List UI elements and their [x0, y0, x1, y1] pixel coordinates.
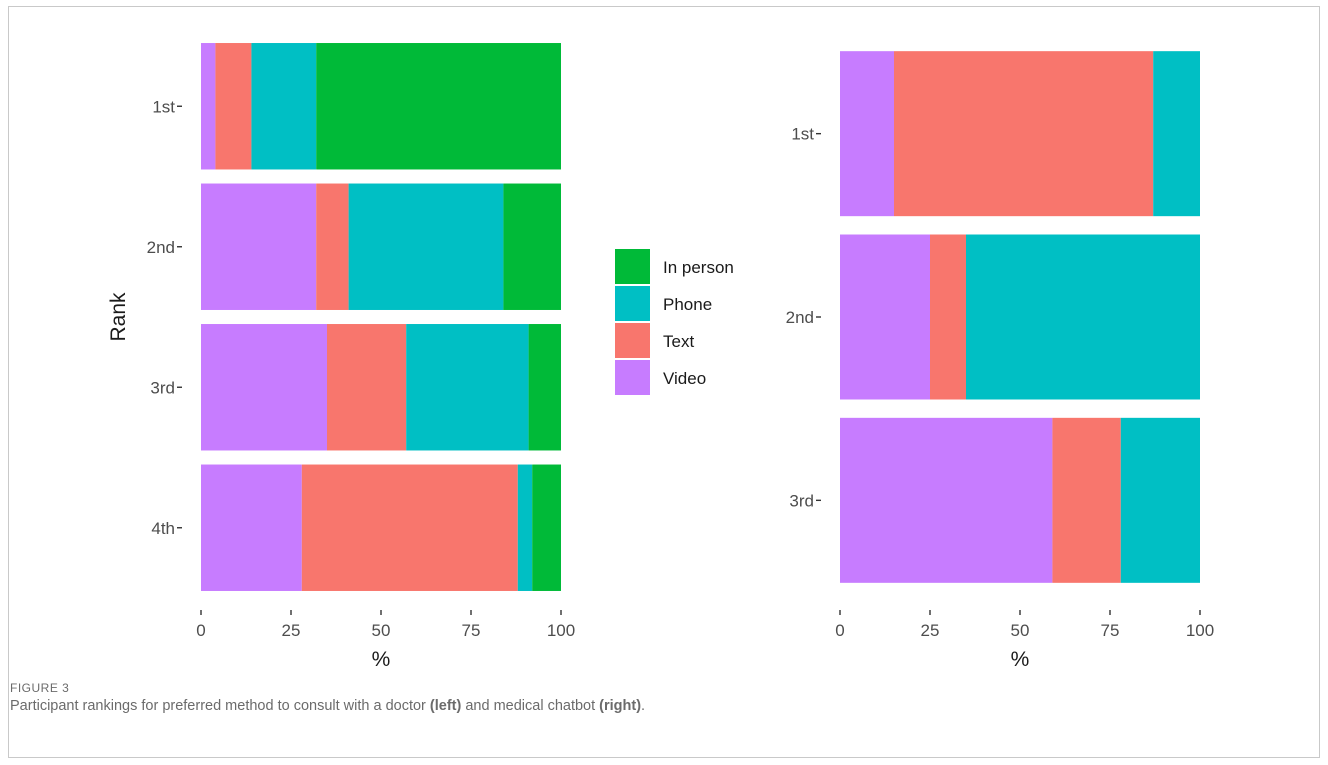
bar-segment-phone [1153, 51, 1200, 217]
y-axis-title: Rank [107, 292, 130, 342]
bar-segment-video [840, 417, 1053, 583]
bar-segment-in-person [532, 464, 561, 591]
legend-label: Phone [663, 295, 712, 314]
bar-segment-phone [966, 234, 1200, 400]
legend-key-in-person [615, 249, 650, 284]
figure-caption: Participant rankings for preferred metho… [10, 698, 645, 714]
x-tick-label: 75 [1101, 621, 1120, 640]
bar-segment-in-person [528, 324, 561, 451]
bar-segment-phone [251, 43, 317, 170]
legend-key-phone [615, 286, 650, 321]
x-tick-label: 50 [1011, 621, 1030, 640]
legend-key-video [615, 360, 650, 395]
x-tick-label: 50 [372, 621, 391, 640]
caption-part-bold: (right) [599, 698, 642, 714]
legend-key-text [615, 323, 650, 358]
caption-part: . [641, 698, 646, 714]
figure-chart: 1st 2nd 3rd 4th 0 25 50 75 100% Rank 1st 2nd 3rd 0 25… [107, 43, 1214, 671]
y-tick-label: 1st [152, 97, 175, 116]
caption-part: Participant rankings for preferred metho… [10, 698, 430, 714]
bar-segment-in-person [503, 183, 561, 310]
bar-segment-text [930, 234, 966, 400]
caption-part-bold: (left) [429, 698, 462, 714]
chart-legend: In person Phone Text Video [615, 249, 734, 395]
bar-segment-video [201, 324, 327, 451]
bar-segment-text [215, 43, 252, 170]
bar-segment-in-person [316, 43, 561, 170]
y-tick-label: 4th [151, 519, 175, 538]
y-tick-label: 2nd [786, 308, 814, 327]
bar-segment-text [301, 464, 518, 591]
chart-panel-left: 1st 2nd 3rd 4th 0 25 50 75 100% Rank [107, 43, 575, 671]
chart-panel-right: 1st 2nd 3rd 0 25 50 75 100% [786, 51, 1214, 671]
x-tick-label: 25 [282, 621, 301, 640]
x-tick-label: 25 [921, 621, 940, 640]
bar-segment-text [327, 324, 407, 451]
bar-segment-text [894, 51, 1154, 217]
bar-segment-phone [1120, 417, 1200, 583]
y-tick-label: 1st [791, 125, 814, 144]
bar-segment-video [201, 183, 317, 310]
bar-segment-phone [406, 324, 529, 451]
bar-segment-video [840, 51, 894, 217]
x-tick-label: 100 [547, 621, 575, 640]
x-axis-title: % [372, 648, 391, 671]
legend-label: Video [663, 369, 706, 388]
bar-segment-text [1052, 417, 1121, 583]
legend-label: Text [663, 332, 694, 351]
x-tick-label: 0 [835, 621, 844, 640]
bar-segment-text [316, 183, 349, 310]
x-tick-label: 100 [1186, 621, 1214, 640]
x-tick-label: 0 [196, 621, 205, 640]
figure-label: FIGURE 3 [10, 681, 70, 695]
y-tick-label: 2nd [147, 238, 175, 257]
bar-segment-video [201, 43, 216, 170]
x-tick-label: 75 [462, 621, 481, 640]
x-axis-title: % [1011, 648, 1030, 671]
bar-segment-phone [348, 183, 504, 310]
bar-segment-video [201, 464, 302, 591]
bar-segment-video [840, 234, 930, 400]
y-tick-label: 3rd [150, 378, 175, 397]
y-tick-label: 3rd [789, 491, 814, 510]
bar-segment-phone [517, 464, 533, 591]
caption-part: and medical chatbot [461, 698, 600, 714]
legend-label: In person [663, 258, 734, 277]
